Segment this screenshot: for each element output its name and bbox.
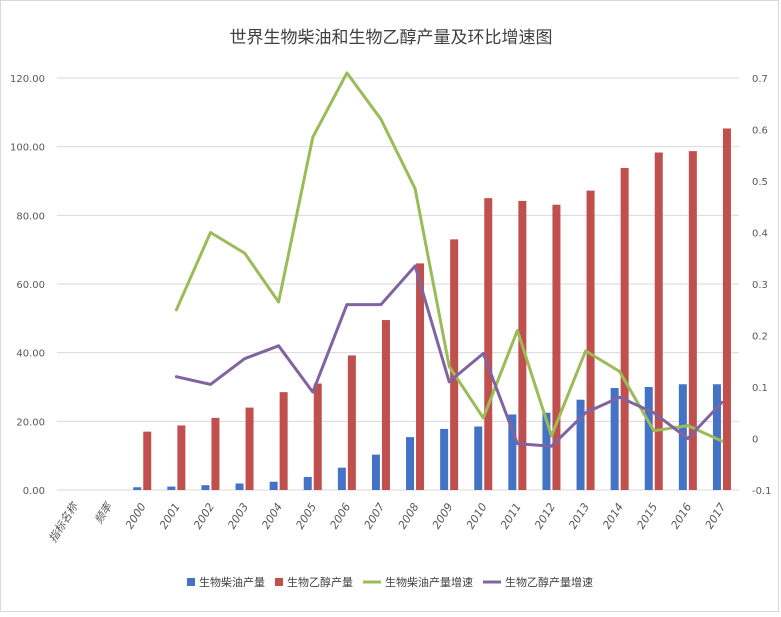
x-tick-label: 2016 (669, 501, 695, 532)
left-tick-label: 100.00 (10, 143, 45, 154)
x-tick-label: 2017 (703, 501, 729, 532)
bar (610, 388, 619, 490)
x-tick-label: 2005 (293, 501, 319, 532)
x-tick-label: 2003 (225, 501, 251, 532)
left-tick-label: 80.00 (16, 211, 45, 222)
bar (381, 320, 390, 490)
bar (269, 481, 278, 490)
legend-label: 生物乙醇产量 (287, 575, 353, 589)
x-tick-label: 2014 (600, 501, 626, 532)
bar (143, 431, 152, 490)
x-tick-label: 2000 (123, 501, 149, 532)
legend-label: 生物柴油产量 (199, 575, 265, 589)
x-tick-label: 2010 (464, 501, 490, 532)
bar (167, 486, 176, 490)
bar (552, 204, 561, 490)
bar (542, 412, 551, 490)
bar (279, 392, 288, 490)
legend-swatch (275, 578, 283, 586)
x-tick-label: 2013 (566, 501, 592, 532)
bar (177, 425, 186, 490)
bar (416, 263, 425, 490)
bar (644, 387, 653, 490)
bar (245, 407, 254, 490)
x-tick-label: 2006 (328, 501, 354, 532)
right-tick-label: 0.1 (752, 383, 768, 394)
x-tick-label: 2001 (157, 501, 183, 532)
bar (586, 190, 595, 490)
right-tick-label: 0 (752, 435, 758, 446)
x-tick-label: 2002 (191, 501, 217, 532)
x-tick-label: 2007 (362, 501, 388, 532)
series-line (174, 264, 724, 448)
bar (211, 417, 220, 490)
bar (654, 152, 663, 490)
right-tick-label: 0.4 (752, 229, 768, 240)
right-tick-label: 0.2 (752, 332, 768, 343)
left-tick-label: 120.00 (10, 74, 45, 85)
x-tick-label: 2009 (430, 501, 456, 532)
series-line (174, 71, 724, 443)
bar (508, 414, 517, 490)
bar (712, 384, 721, 490)
bar (440, 428, 449, 490)
right-tick-label: 0.6 (752, 126, 768, 137)
bar (620, 167, 629, 490)
bar (371, 454, 380, 490)
left-tick-label: 0.00 (23, 486, 45, 497)
bar (406, 437, 415, 490)
bar (313, 383, 322, 490)
legend-label: 生物柴油产量增速 (385, 575, 473, 589)
bar (337, 467, 346, 490)
bar (347, 355, 356, 490)
bar (201, 485, 210, 490)
bar (474, 426, 483, 490)
bar (484, 198, 493, 490)
bar (235, 483, 244, 490)
bar (450, 239, 459, 490)
legend-swatch (187, 578, 195, 586)
right-tick-label: 0.3 (752, 280, 768, 291)
left-tick-label: 40.00 (16, 349, 45, 360)
x-tick-label: 2011 (498, 501, 524, 532)
bar (678, 384, 687, 490)
right-tick-label: 0.5 (752, 177, 768, 188)
bar (303, 476, 312, 490)
x-tick-label: 指标名称 (46, 499, 81, 545)
chart-title: 世界生物柴油和生物乙醇产量及环比增速图 (230, 28, 553, 48)
x-tick-label: 2012 (532, 501, 558, 532)
right-tick-label: 0.7 (752, 74, 768, 85)
x-tick-label: 2004 (259, 501, 285, 532)
left-tick-label: 60.00 (16, 280, 45, 291)
bar (688, 151, 697, 490)
bar (133, 487, 142, 490)
bar (722, 128, 731, 490)
legend-label: 生物乙醇产量增速 (505, 575, 593, 589)
x-tick-label: 频率 (92, 499, 116, 526)
left-tick-label: 20.00 (16, 417, 45, 428)
x-tick-label: 2008 (396, 501, 422, 532)
bar (576, 399, 585, 490)
x-tick-label: 2015 (634, 501, 660, 532)
right-tick-label: -0.1 (752, 486, 772, 497)
